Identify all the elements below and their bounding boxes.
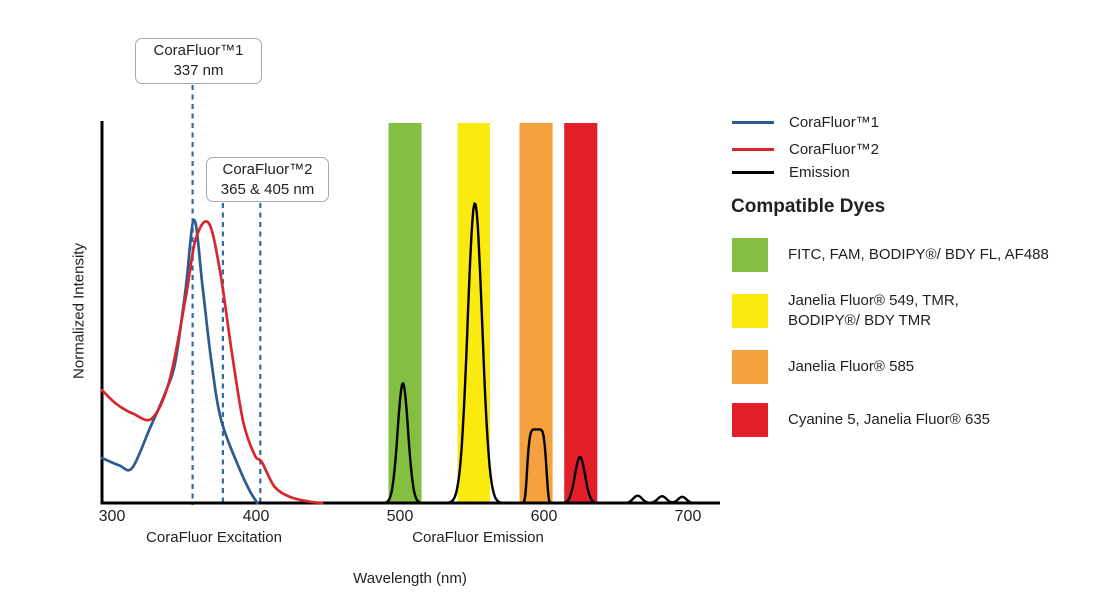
- x-tick-label: 500: [386, 508, 414, 525]
- legend-item-label: CoraFluor™2: [789, 140, 880, 158]
- x-tick-label: 300: [98, 508, 126, 525]
- annotation-corafluor2-name: CoraFluor™2: [222, 160, 313, 178]
- y-axis-label: Normalized Intensity: [70, 243, 88, 379]
- emission-section-label: CoraFluor Emission: [412, 529, 544, 546]
- dye-item-yellow: Janelia Fluor® 549, TMR, BODIPY®/ BDY TM…: [732, 291, 1049, 331]
- emission-curve: [335, 202, 720, 505]
- red-filter-band: [564, 123, 598, 503]
- legend-item-label: CoraFluor™1: [789, 113, 880, 131]
- x-tick-label: 600: [530, 508, 558, 525]
- legend: CoraFluor™1 CoraFluor™2 Emission: [732, 112, 879, 189]
- dye-item-label: Janelia Fluor® 549, TMR, BODIPY®/ BDY TM…: [788, 292, 959, 329]
- excitation-section-label: CoraFluor Excitation: [146, 529, 282, 546]
- emission-line-swatch: [732, 170, 774, 174]
- annotation-box-corafluor2: CoraFluor™2 365 & 405 nm: [206, 157, 329, 202]
- annotation-box-corafluor1: CoraFluor™1 337 nm: [135, 38, 262, 84]
- annotation-corafluor2-wavelength: 365 & 405 nm: [220, 180, 315, 198]
- compatible-dyes-list: FITC, FAM, BODIPY®/ BDY FL, AF488 Janeli…: [732, 238, 1049, 456]
- dye-item-green: FITC, FAM, BODIPY®/ BDY FL, AF488: [732, 238, 1049, 272]
- green-filter-swatch: [732, 238, 768, 272]
- orange-filter-band: [519, 123, 553, 503]
- annotation-corafluor1-wavelength: 337 nm: [173, 62, 224, 79]
- compatible-dyes-heading: Compatible Dyes: [731, 196, 886, 217]
- dye-item-red: Cyanine 5, Janelia Fluor® 635: [732, 403, 1049, 437]
- legend-item-corafluor2: CoraFluor™2: [732, 139, 879, 159]
- corafluor1-line-swatch: [732, 120, 774, 124]
- excitation-curve: [100, 218, 259, 505]
- legend-item-label: Emission: [789, 163, 850, 181]
- dye-item-label: Janelia Fluor® 585: [788, 358, 915, 375]
- x-axis-label: Wavelength (nm): [353, 570, 467, 587]
- dye-item-orange: Janelia Fluor® 585: [732, 350, 1049, 384]
- dye-item-label: FITC, FAM, BODIPY®/ BDY FL, AF488: [788, 246, 1049, 263]
- x-tick-label: 700: [674, 508, 702, 525]
- excitation-curve: [100, 220, 324, 505]
- legend-item-emission: Emission: [732, 162, 879, 182]
- orange-filter-swatch: [732, 350, 768, 384]
- dye-item-label: Cyanine 5, Janelia Fluor® 635: [788, 411, 991, 428]
- corafluor2-line-swatch: [732, 147, 774, 151]
- green-filter-band: [388, 123, 422, 503]
- annotation-corafluor1-name: CoraFluor™1: [153, 42, 244, 59]
- red-filter-swatch: [732, 403, 768, 437]
- x-tick-label: 400: [242, 508, 270, 525]
- yellow-filter-swatch: [732, 294, 768, 328]
- legend-item-corafluor1: CoraFluor™1: [732, 112, 879, 132]
